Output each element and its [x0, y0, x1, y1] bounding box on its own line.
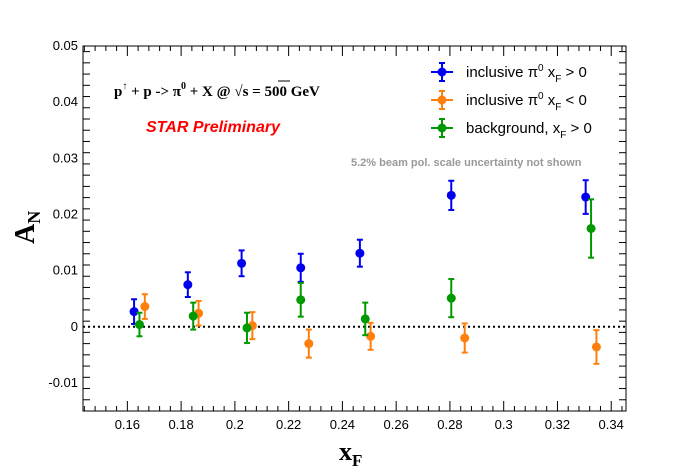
- data-point: [586, 224, 596, 233]
- series-1: [129, 179, 591, 325]
- data-point: [304, 339, 314, 349]
- y-tick-label: 0.05: [53, 38, 78, 53]
- data-point: [237, 258, 247, 268]
- x-tick-label: 0.18: [168, 417, 193, 432]
- x-tick-label: 0.28: [437, 417, 462, 432]
- series-2: [140, 293, 601, 365]
- legend-entry-1: inclusive π0 xF > 0: [431, 62, 587, 85]
- legend-label: background, xF > 0: [466, 120, 592, 141]
- legend-label: inclusive π0 xF < 0: [466, 91, 587, 113]
- data-point: [366, 331, 376, 341]
- y-tick-label: 0.02: [53, 206, 78, 221]
- x-tick-label: 0.24: [330, 417, 355, 432]
- data-point: [581, 192, 591, 202]
- x-tick-label: 0.16: [115, 417, 140, 432]
- legend-marker: [437, 123, 447, 133]
- y-tick-label: 0.01: [53, 263, 78, 278]
- x-tick-label: 0.34: [599, 417, 624, 432]
- y-tick-label: 0.04: [53, 94, 78, 109]
- y-axis-title: AN: [10, 211, 44, 244]
- legend-entry-3: background, xF > 0: [431, 118, 592, 141]
- legend-marker: [437, 67, 447, 77]
- data-point: [296, 263, 306, 273]
- y-tick-label: 0.03: [53, 150, 78, 165]
- data-point: [591, 342, 601, 352]
- preliminary-label: STAR Preliminary: [146, 119, 281, 136]
- data-point: [134, 320, 144, 330]
- data-point: [183, 280, 193, 290]
- legend-entry-2: inclusive π0 xF < 0: [431, 90, 587, 113]
- data-point: [360, 314, 370, 324]
- plot-frame: [82, 45, 627, 412]
- x-tick-label: 0.2: [226, 417, 244, 432]
- y-tick-label: -0.01: [48, 375, 78, 390]
- data-point: [460, 333, 470, 343]
- x-tick-label: 0.22: [276, 417, 301, 432]
- data-point: [129, 307, 139, 317]
- legend: inclusive π0 xF > 0 inclusive π0 xF < 0 ba…: [431, 62, 592, 141]
- data-series: [129, 179, 601, 365]
- y-axis-ticks: -0.01 0 0.01 0.02 0.03 0.04 0.05: [48, 38, 626, 412]
- data-point: [296, 295, 306, 305]
- x-tick-label: 0.3: [495, 417, 513, 432]
- data-point: [446, 190, 456, 200]
- legend-marker: [437, 95, 447, 105]
- data-point: [140, 302, 150, 312]
- reaction-annotation: p↑ + p -> π0 + X @ √s = 500 GeV: [114, 81, 320, 100]
- y-tick-label: 0: [71, 319, 78, 334]
- data-point: [446, 293, 456, 303]
- x-tick-label: 0.32: [545, 417, 570, 432]
- data-point: [242, 323, 252, 333]
- x-axis-title: xF: [339, 437, 362, 470]
- x-axis-ticks: 0.16 0.18 0.2 0.22 0.24 0.26 0.28 0.3 0.32 0.34: [83, 46, 624, 432]
- legend-label: inclusive π0 xF > 0: [466, 63, 587, 85]
- x-tick-label: 0.26: [384, 417, 409, 432]
- data-point: [355, 248, 365, 258]
- data-point: [188, 311, 198, 321]
- series-3: [134, 198, 596, 345]
- polarization-note: 5.2% beam pol. scale uncertainty not sho…: [351, 157, 582, 169]
